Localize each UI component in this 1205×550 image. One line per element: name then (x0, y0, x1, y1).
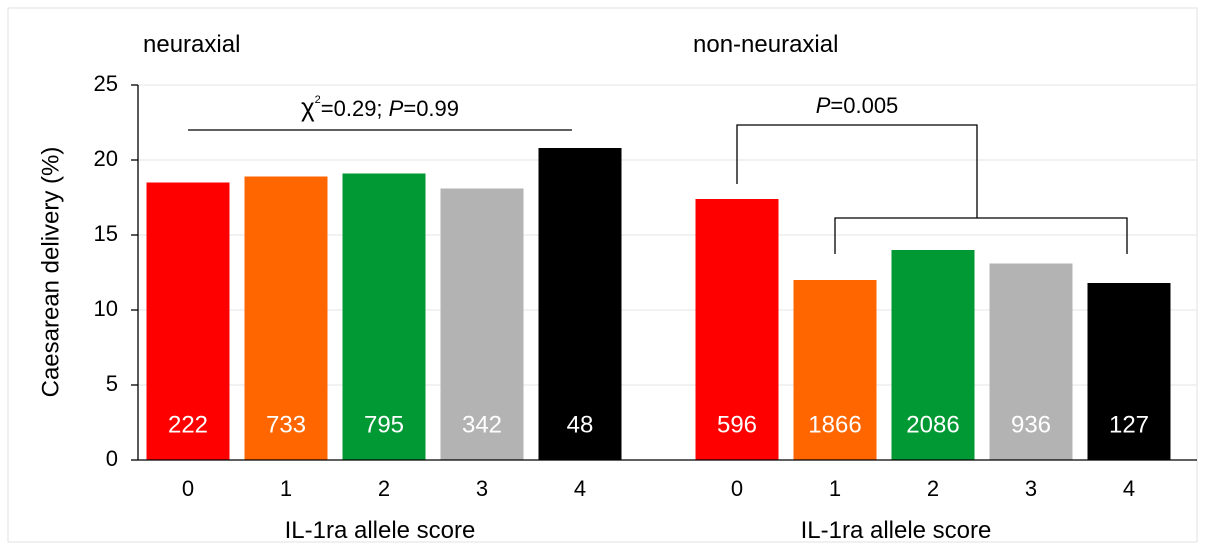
x-tick-label: 2 (927, 476, 939, 501)
x-tick-label: 1 (829, 476, 841, 501)
chart-border (7, 7, 1198, 543)
chi-symbol: χ (301, 92, 315, 122)
y-axis-title: Caesarean delivery (%) (37, 147, 64, 398)
bar (793, 280, 877, 460)
bar-count-label: 596 (717, 411, 757, 438)
non-neuraxial-p-value: =0.005 (830, 93, 898, 118)
bar (695, 199, 779, 460)
neuraxial-stat-text: χ2=0.29; P=0.99 (301, 92, 459, 122)
x-tick-label: 4 (1123, 476, 1135, 501)
bar-count-label: 48 (567, 411, 594, 438)
axes (137, 85, 1197, 461)
non-neuraxial-stat-text: P=0.005 (816, 93, 899, 118)
x-tick-label: 3 (476, 476, 488, 501)
y-tick-label: 15 (94, 221, 118, 246)
y-tick-label: 10 (94, 296, 118, 321)
bar (538, 148, 622, 460)
bar-count-label: 342 (462, 411, 502, 438)
bar (891, 250, 975, 460)
chi-exponent: 2 (315, 94, 321, 106)
non-neuraxial-annotation: P=0.005 (736, 93, 1128, 254)
bars (146, 148, 1171, 460)
y-tick-label: 20 (94, 146, 118, 171)
bar (244, 176, 328, 460)
x-tick-label: 0 (731, 476, 743, 501)
bar-count-label: 795 (364, 411, 404, 438)
bar-count-label: 733 (266, 411, 306, 438)
neuraxial-p-value: =0.99 (403, 96, 459, 121)
bar (1087, 283, 1171, 460)
panel-title: non-neuraxial (693, 31, 838, 58)
x-axis-title: IL-1ra allele score (801, 517, 992, 544)
x-tick-label: 0 (182, 476, 194, 501)
bar-count-label: 936 (1011, 411, 1051, 438)
outer-bracket (736, 124, 978, 218)
x-tick-label: 1 (280, 476, 292, 501)
neuraxial-p-letter: P (389, 96, 404, 121)
bar-count-label: 127 (1109, 411, 1149, 438)
bar-count-label: 1866 (808, 411, 861, 438)
bar (989, 263, 1073, 460)
y-tick-label: 0 (106, 446, 118, 471)
bar (342, 173, 426, 460)
neuraxial-annotation: χ2=0.29; P=0.99 (188, 92, 572, 131)
x-axis-title: IL-1ra allele score (285, 517, 476, 544)
chi-value: =0.29; (321, 96, 389, 121)
x-tick-label: 2 (378, 476, 390, 501)
y-tick-label: 5 (106, 371, 118, 396)
y-tick-label: 25 (94, 71, 118, 96)
panel-title: neuraxial (143, 31, 240, 58)
bar-count-label: 222 (168, 411, 208, 438)
non-neuraxial-p-letter: P (816, 93, 831, 118)
inner-bracket (834, 217, 1128, 254)
x-tick-label: 3 (1025, 476, 1037, 501)
bar (146, 182, 230, 460)
bar-count-label: 2086 (906, 411, 959, 438)
bar (440, 188, 524, 460)
x-tick-label: 4 (574, 476, 586, 501)
